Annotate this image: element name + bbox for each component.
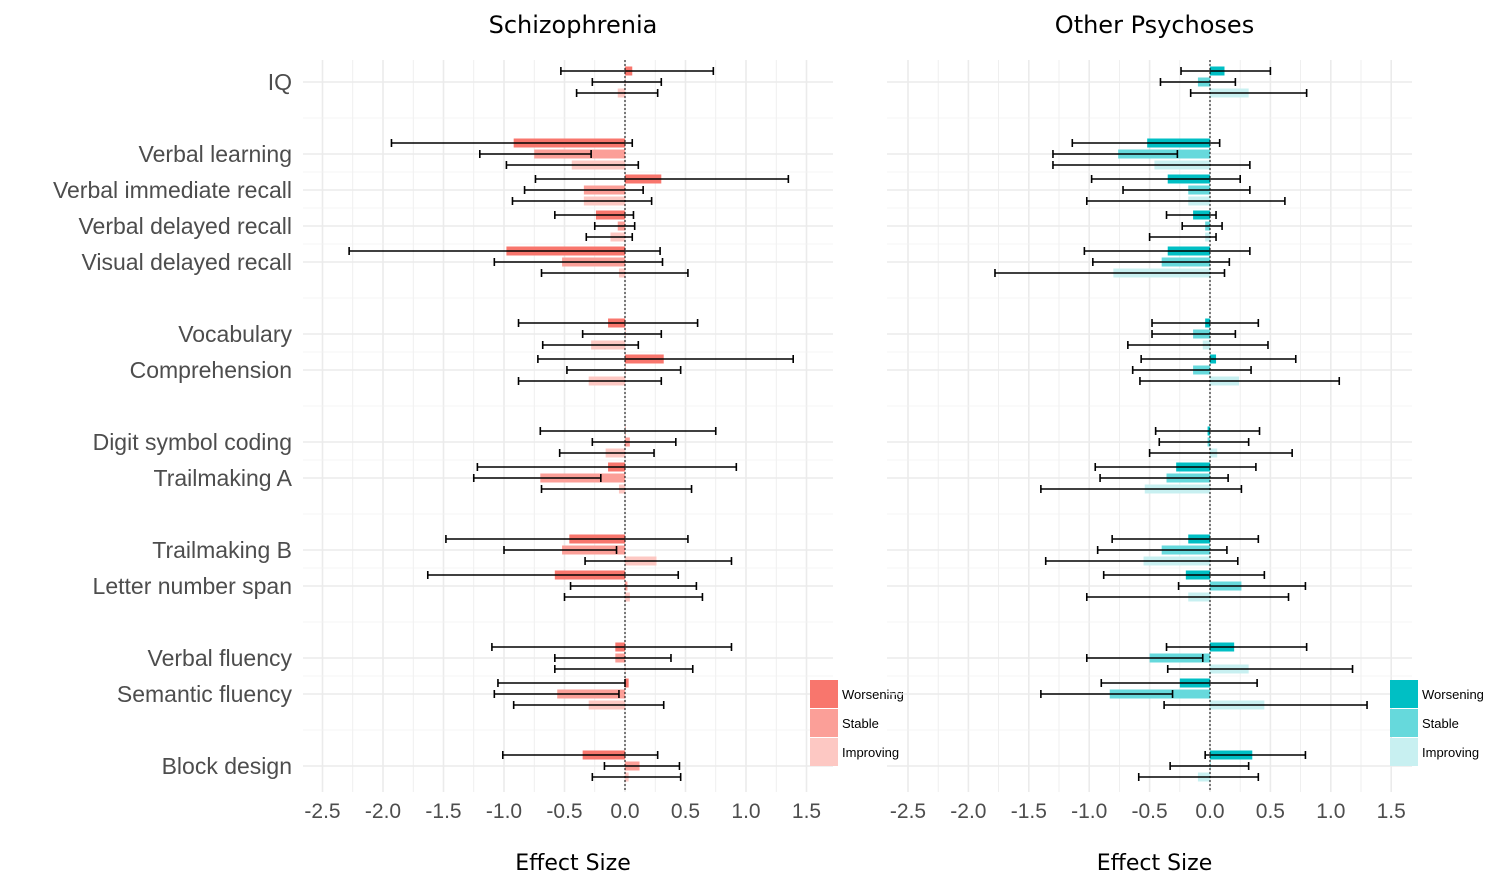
x-tick-label: 1.0 [1316, 800, 1345, 823]
x-tick-label: -2.0 [950, 800, 986, 823]
legend-swatch [810, 680, 838, 708]
legend-swatch [1390, 709, 1418, 737]
error-bars [348, 67, 794, 781]
category-label: Semantic fluency [117, 681, 293, 707]
error-bars [994, 67, 1368, 781]
x-tick-label: -2.5 [304, 800, 340, 823]
x-tick-label: 1.5 [792, 800, 821, 823]
legend-label: Worsening [1422, 687, 1484, 702]
chart-title: Schizophrenia [489, 11, 658, 39]
category-label: Verbal immediate recall [53, 177, 292, 203]
legend-label: Worsening [842, 687, 904, 702]
x-tick-label: -0.5 [1132, 800, 1168, 823]
x-axis-label: Effect Size [1097, 851, 1212, 876]
category-label: Visual delayed recall [81, 249, 292, 275]
legend: Worsening Stable Improving [1390, 680, 1484, 766]
category-label: Verbal fluency [148, 645, 293, 671]
x-tick-label: -1.5 [1011, 800, 1047, 823]
x-tick-label: -1.5 [425, 800, 461, 823]
x-tick-label: -0.5 [546, 800, 582, 823]
bars [1109, 66, 1265, 782]
legend-label: Stable [1422, 716, 1459, 731]
legend-swatch [1390, 680, 1418, 708]
x-tick-label: 0.5 [671, 800, 700, 823]
legend: Worsening Stable Improving [810, 680, 904, 766]
x-tick-label: 0.5 [1256, 800, 1285, 823]
bars [506, 66, 664, 782]
legend-label: Improving [1422, 745, 1479, 760]
chart-title: Other Psychoses [1055, 11, 1254, 39]
panel-1: Other Psychoses Effect Size -2.5 -2.0 -1.5 -1… [887, 11, 1484, 876]
x-tick-label: -2.0 [365, 800, 401, 823]
category-label: Verbal delayed recall [78, 213, 292, 239]
category-label: Digit symbol coding [93, 429, 292, 455]
x-tick-label: 1.0 [731, 800, 760, 823]
legend-swatch [810, 738, 838, 766]
category-label: IQ [268, 69, 292, 95]
x-axis-label: Effect Size [515, 851, 630, 876]
x-tick-label: -1.0 [1071, 800, 1107, 823]
category-label: Verbal learning [139, 141, 292, 167]
x-tick-label: -1.0 [486, 800, 522, 823]
category-label: Trailmaking A [154, 465, 293, 491]
panel-0: Schizophrenia Effect Size -2.5 -2.0 -1.5 -1.0… [53, 11, 904, 876]
category-label: Block design [162, 753, 292, 779]
legend-swatch [810, 709, 838, 737]
legend-label: Stable [842, 716, 879, 731]
category-label: Comprehension [130, 357, 292, 383]
category-label: Letter number span [93, 573, 292, 599]
category-label: Vocabulary [178, 321, 292, 347]
legend-swatch [1390, 738, 1418, 766]
legend-label: Improving [842, 745, 899, 760]
x-tick-label: -2.5 [890, 800, 926, 823]
x-tick-label: 1.5 [1377, 800, 1406, 823]
x-tick-label: 0.0 [610, 800, 639, 823]
category-label: Trailmaking B [152, 537, 292, 563]
x-tick-label: 0.0 [1195, 800, 1224, 823]
bar-worsening [625, 678, 629, 688]
